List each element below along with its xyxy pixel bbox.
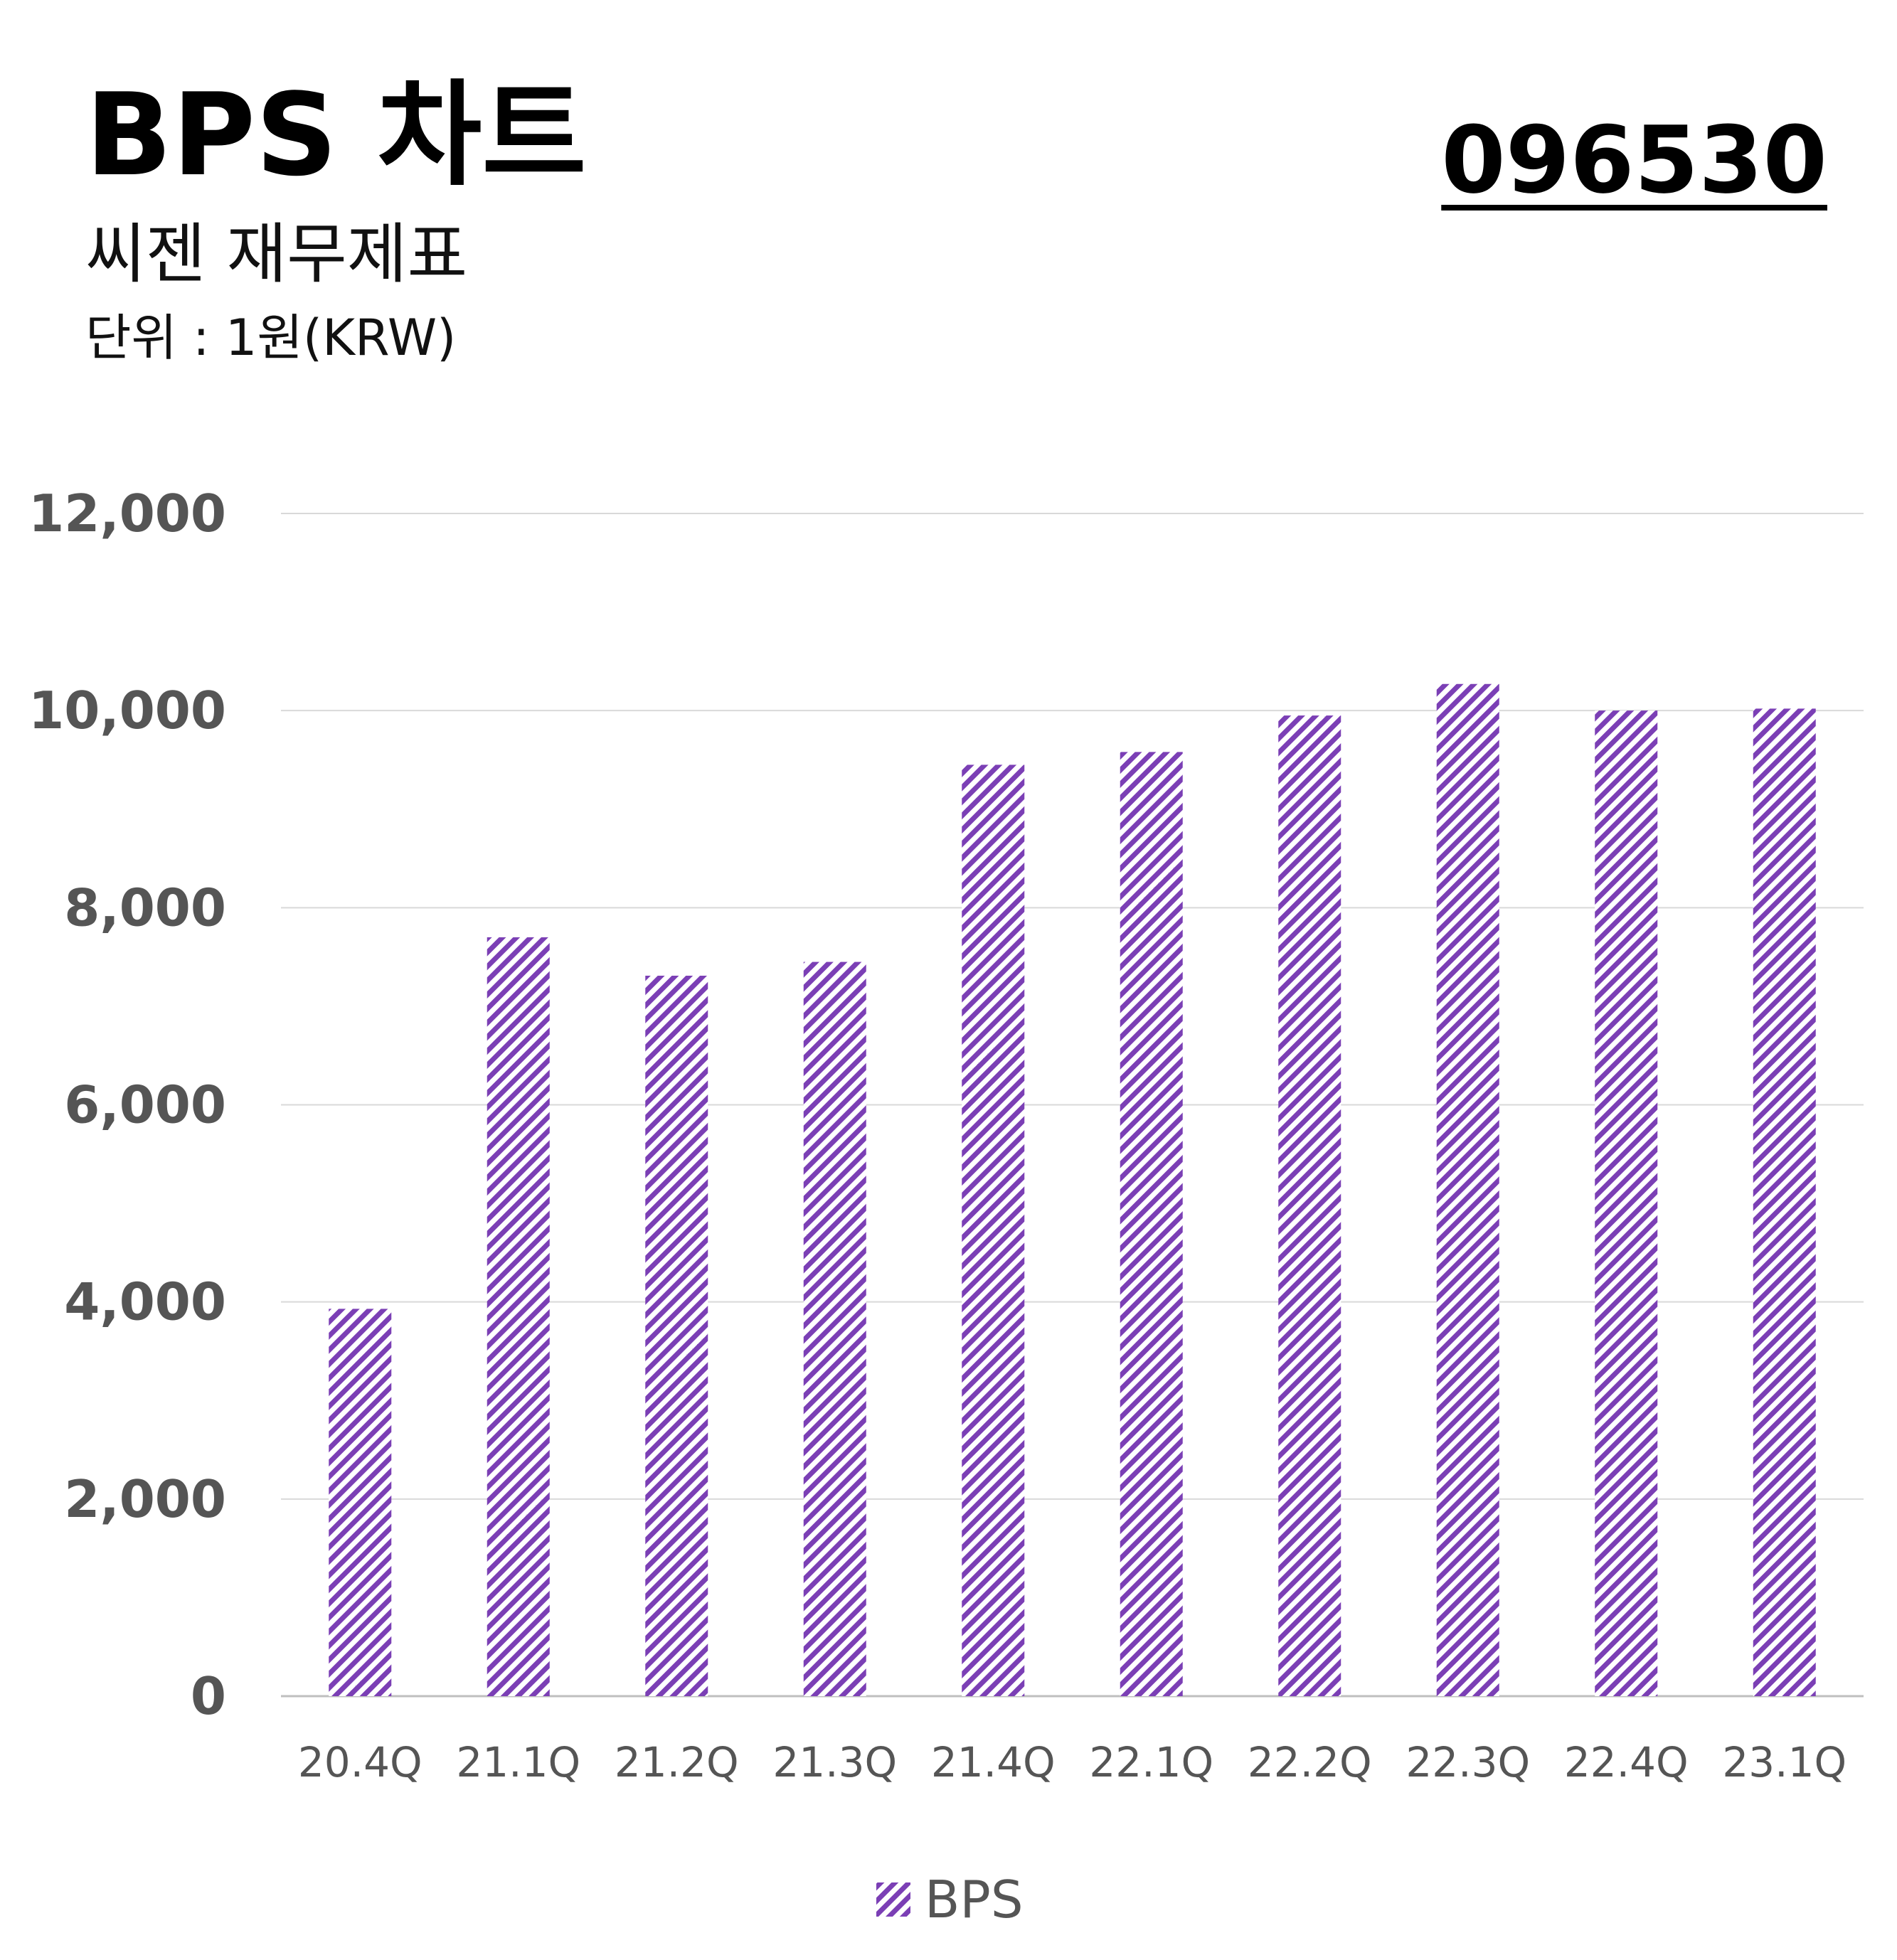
bar-22.2Q — [1278, 715, 1341, 1696]
x-tick-label: 22.3Q — [1406, 1738, 1530, 1786]
unit-label: 단위 : 1원(KRW) — [85, 309, 457, 367]
x-tick-label: 23.1Q — [1722, 1738, 1846, 1786]
chart-subtitle: 씨젠 재무제표 — [85, 216, 468, 292]
x-tick-label: 21.2Q — [615, 1738, 739, 1786]
bar-22.3Q — [1436, 683, 1499, 1696]
y-tick-label: 0 — [191, 1666, 226, 1726]
y-tick-label: 6,000 — [64, 1075, 226, 1135]
y-tick-label: 12,000 — [28, 484, 226, 543]
bar-20.4Q — [329, 1309, 392, 1696]
bar-21.1Q — [487, 937, 550, 1696]
x-tick-label: 21.3Q — [772, 1738, 897, 1786]
chart-title: BPS 차트 — [85, 68, 587, 201]
bar-21.2Q — [645, 975, 708, 1696]
legend-swatch — [876, 1882, 910, 1917]
y-tick-label: 4,000 — [64, 1272, 226, 1332]
x-axis-ticks: 20.4Q 21.1Q 21.2Q 21.3Q 21.4Q 22.1Q 22.2Q 22.3Q… — [298, 1738, 1846, 1786]
y-tick-label: 8,000 — [64, 878, 226, 937]
x-tick-label: 20.4Q — [298, 1738, 423, 1786]
x-tick-label: 21.4Q — [931, 1738, 1056, 1786]
legend-label: BPS — [925, 1870, 1024, 1929]
y-tick-label: 10,000 — [28, 681, 226, 740]
y-axis-ticks: 0 2,000 4,000 6,000 8,000 10,000 12,000 — [28, 484, 226, 1726]
bar-22.4Q — [1595, 710, 1658, 1696]
bar-21.3Q — [803, 962, 866, 1696]
bar-23.1Q — [1753, 708, 1816, 1696]
x-tick-label: 22.1Q — [1089, 1738, 1213, 1786]
legend: BPS — [876, 1870, 1024, 1929]
bars — [329, 683, 1816, 1696]
bar-21.4Q — [962, 765, 1025, 1696]
y-tick-label: 2,000 — [64, 1469, 226, 1529]
bar-22.1Q — [1120, 752, 1183, 1696]
stock-code: 096530 — [1441, 106, 1827, 214]
x-tick-label: 22.4Q — [1564, 1738, 1689, 1786]
x-tick-label: 21.1Q — [456, 1738, 580, 1786]
x-tick-label: 22.2Q — [1248, 1738, 1372, 1786]
